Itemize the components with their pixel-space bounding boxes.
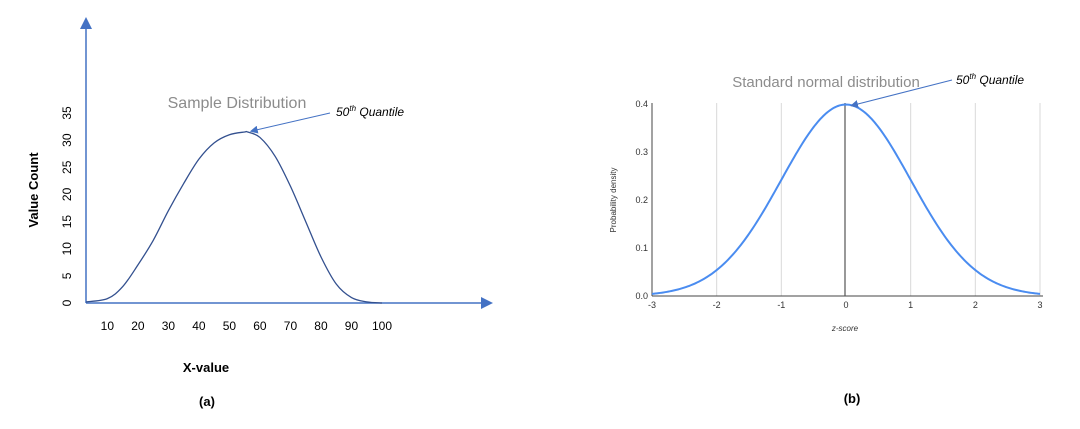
- panel-a-y-tick: 20: [60, 187, 74, 201]
- panel-b-x-tick: 3: [1037, 300, 1042, 310]
- panel-b-x-tick: 0: [843, 300, 848, 310]
- panel-a-x-tick: 90: [345, 319, 359, 333]
- panel-a-annotation: 50th Quantile: [336, 104, 404, 119]
- panel-a-x-tick-labels: 10 20 30 40 50 60 70 80 90 100: [101, 319, 393, 333]
- panel-b-y-tick-labels: 0.0 0.1 0.2 0.3 0.4: [635, 99, 648, 301]
- panel-a-y-tick: 25: [60, 160, 74, 174]
- panel-b-gridlines: [716, 103, 1041, 296]
- panel-a-x-tick: 100: [372, 319, 392, 333]
- panel-b-x-tick: -1: [777, 300, 785, 310]
- panel-a-x-tick: 40: [192, 319, 206, 333]
- panel-b-y-tick: 0.1: [635, 243, 648, 253]
- panel-a-y-tick: 0: [60, 299, 74, 306]
- panel-b-title: Standard normal distribution: [732, 74, 920, 91]
- panel-a-x-tick: 60: [253, 319, 267, 333]
- panel-b-y-tick: 0.0: [635, 291, 648, 301]
- panel-b-x-tick-labels: -3 -2 -1 0 1 2 3: [648, 300, 1043, 310]
- panel-b-y-tick: 0.4: [635, 99, 648, 109]
- panel-b-x-tick: 2: [973, 300, 978, 310]
- panel-b-y-label: Probability density: [609, 168, 618, 233]
- panel-a-curve: [85, 130, 383, 304]
- panel-a-x-tick: 70: [284, 319, 298, 333]
- panel-b-y-tick: 0.2: [635, 195, 648, 205]
- panel-b-x-label: z-score: [831, 324, 859, 333]
- panel-b-x-tick: 1: [908, 300, 913, 310]
- panel-a-y-tick: 15: [60, 215, 74, 229]
- panel-a-x-tick: 20: [131, 319, 145, 333]
- panel-a-x-tick: 80: [314, 319, 328, 333]
- panel-b-annotation-arrow: [850, 79, 953, 108]
- panel-b-x-tick: -3: [648, 300, 656, 310]
- panel-b-x-tick: -2: [713, 300, 721, 310]
- panel-a-y-tick: 30: [60, 133, 74, 147]
- panel-b-panel-label: (b): [844, 391, 861, 406]
- panel-b-annotation: 50th Quantile: [956, 72, 1024, 87]
- panel-a-x-tick: 10: [101, 319, 115, 333]
- panel-a-sample-distribution: 0 5 10 15 20 25 30 35 10 20 30 40 50 60 70 80 90 100 Sam…: [26, 17, 493, 409]
- panel-a-x-tick: 50: [223, 319, 237, 333]
- panel-b-standard-normal: 0.0 0.1 0.2 0.3 0.4 -3 -2 -1 0 1 2 3 Standard norm…: [609, 72, 1043, 406]
- panel-b-curve: [651, 103, 1041, 295]
- panel-a-y-tick-labels: 0 5 10 15 20 25 30 35: [60, 106, 74, 306]
- panel-a-y-tick: 10: [60, 242, 74, 256]
- panel-a-y-label: Value Count: [26, 152, 41, 228]
- panel-a-annotation-arrow: [249, 112, 331, 134]
- panel-a-panel-label: (a): [199, 394, 215, 409]
- panel-a-y-tick: 5: [60, 272, 74, 279]
- panel-a-x-tick: 30: [162, 319, 176, 333]
- panel-a-y-tick: 35: [60, 106, 74, 120]
- panel-b-y-tick: 0.3: [635, 147, 648, 157]
- panel-a-title: Sample Distribution: [168, 95, 307, 112]
- panel-a-x-label: X-value: [183, 360, 229, 375]
